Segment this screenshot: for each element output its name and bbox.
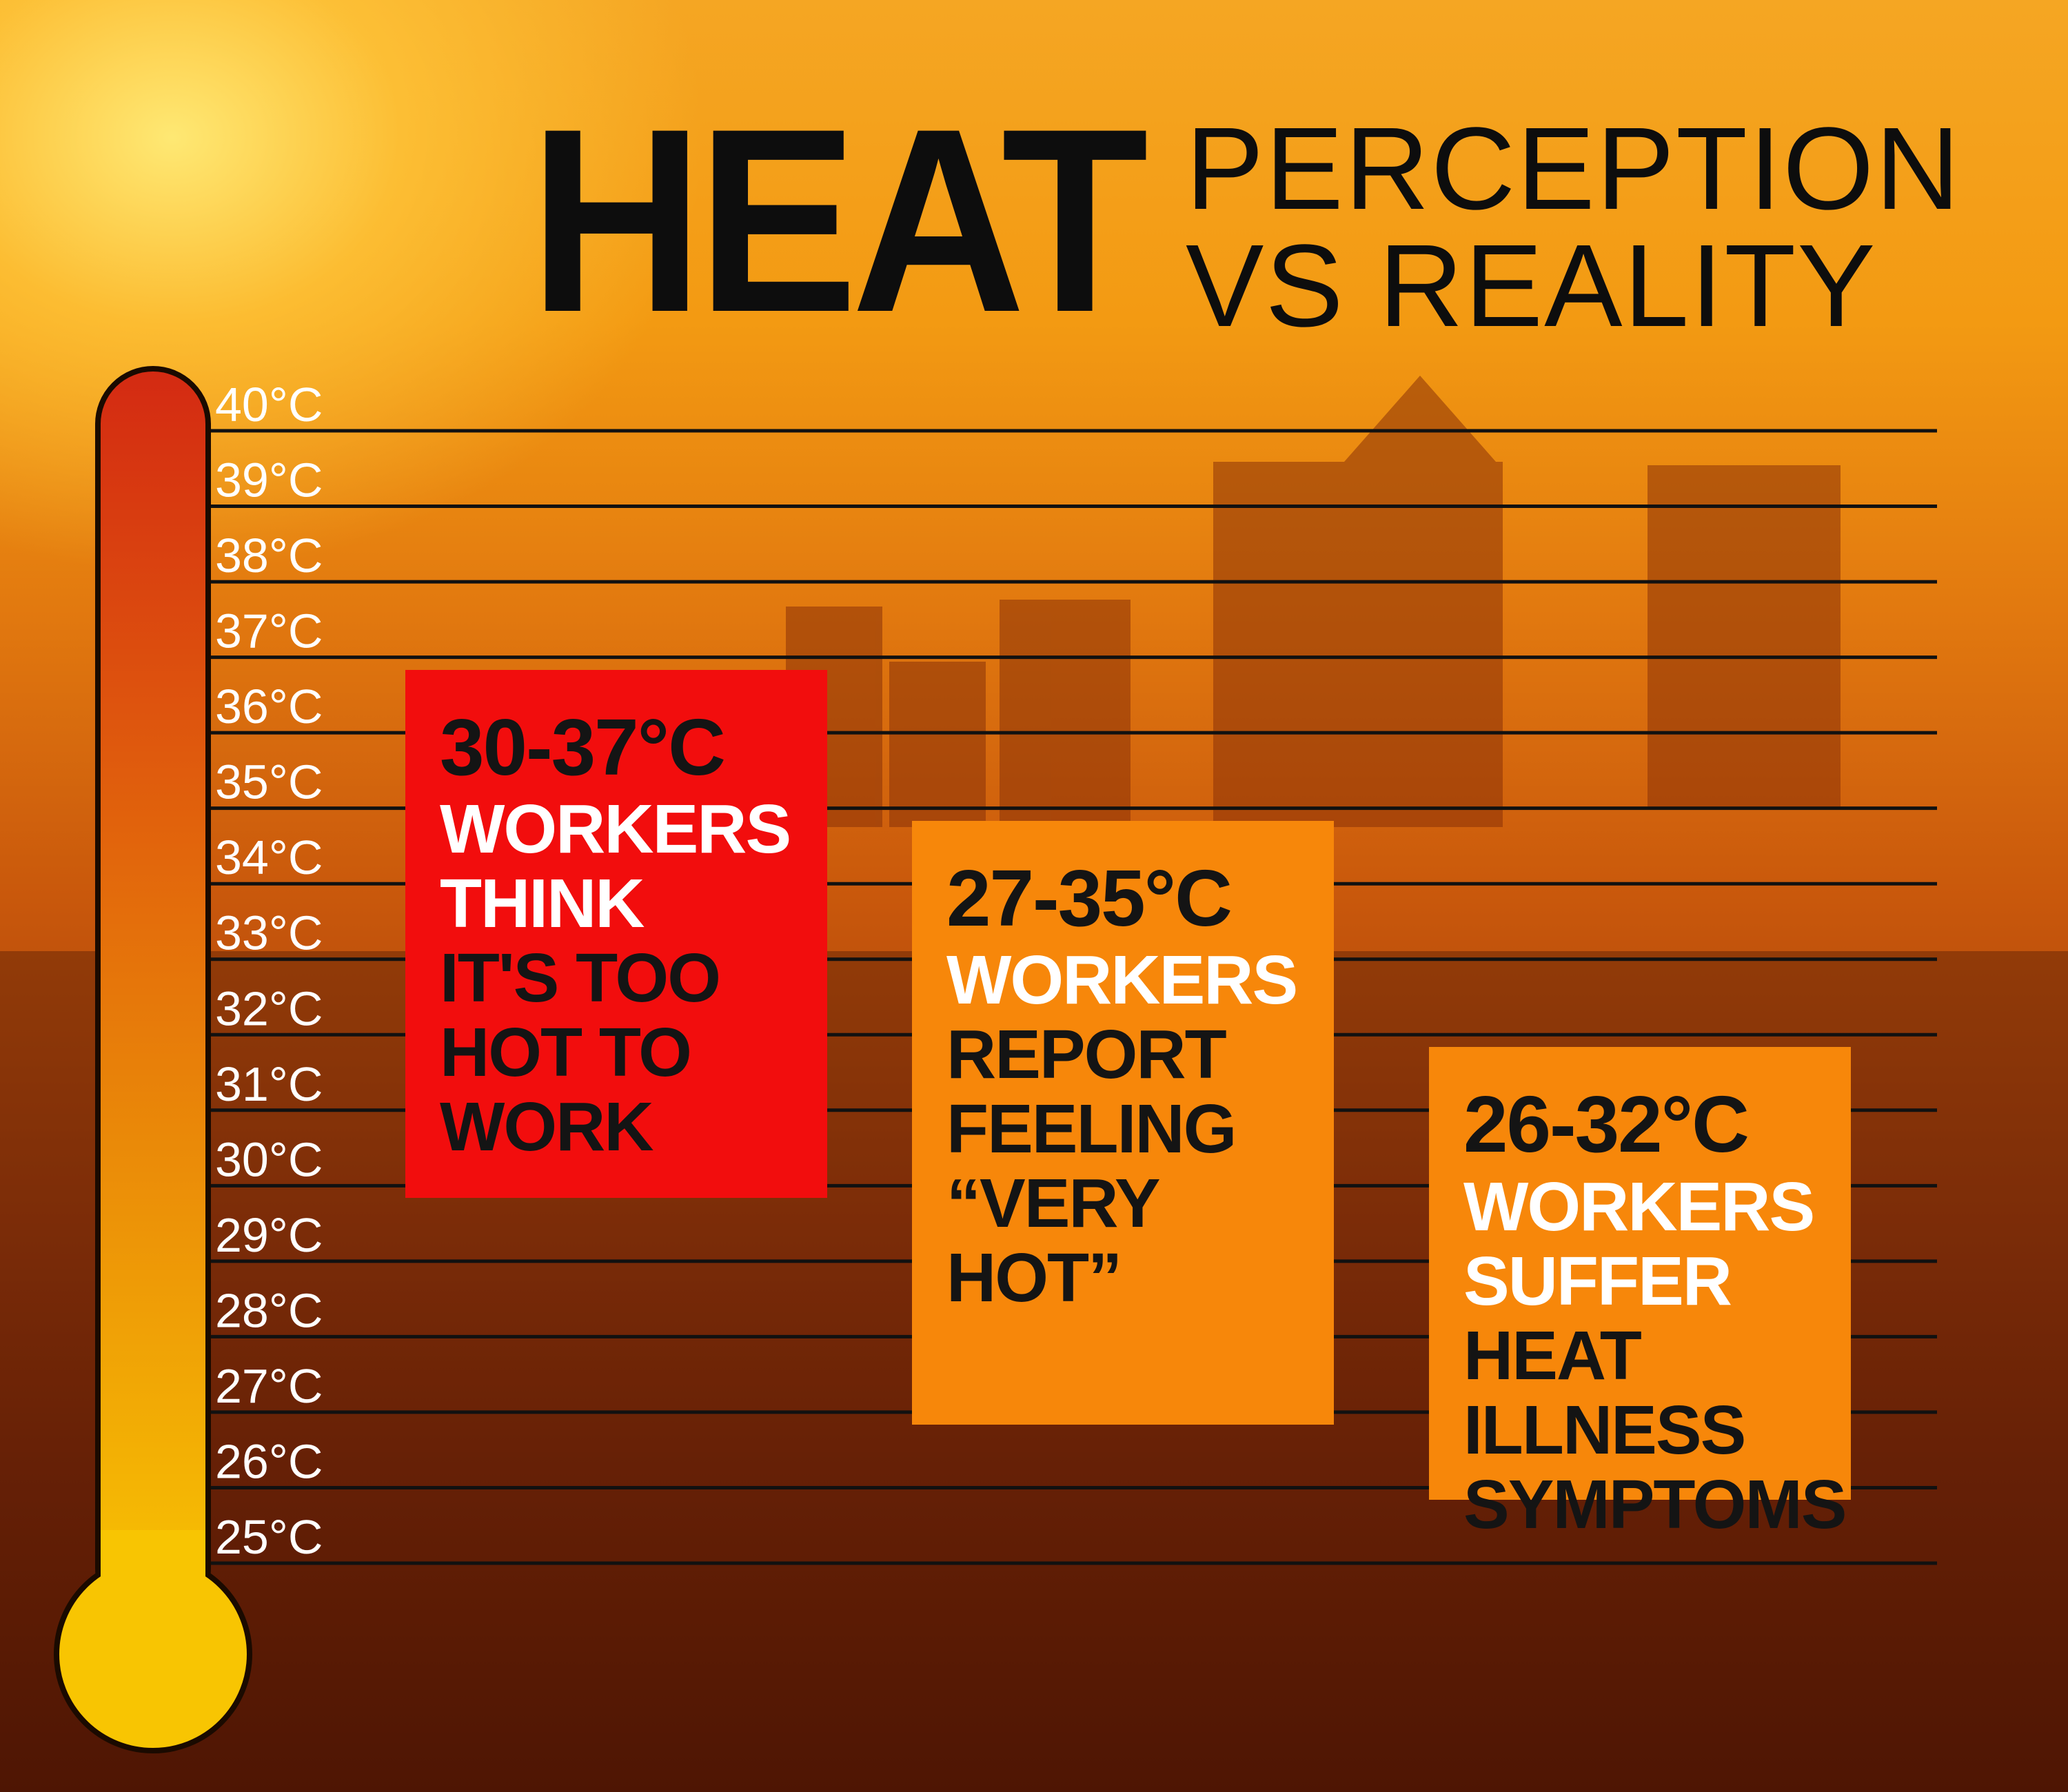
range-box-1: 30-37°C WORKERS THINK IT'S TOO HOT TO WORK — [405, 669, 827, 1199]
range-box-3: 26-32°C WORKERS SUFFER HEAT ILLNESS SYMPTO… — [1429, 1047, 1851, 1542]
thermometer-neck — [101, 1530, 205, 1613]
tick-label-28: 28°C — [215, 1283, 323, 1337]
tick-label-30: 30°C — [215, 1132, 323, 1186]
y-axis-tick-labels: 40°C 39°C 38°C 37°C 36°C 35°C 34°C 33°C 32°C 31°C… — [215, 378, 323, 1564]
tick-label-31: 31°C — [215, 1057, 323, 1111]
title-perception: PERCEPTION — [1186, 103, 1962, 234]
tick-label-32: 32°C — [215, 981, 323, 1035]
range-box-2: 27-35°C WORKERS REPORT FEELING “VERY HOT” — [912, 820, 1334, 1425]
tick-label-35: 35°C — [215, 755, 323, 809]
tick-label-29: 29°C — [215, 1208, 323, 1262]
range-description: HEAT ILLNESS SYMPTOMS — [1463, 1316, 1847, 1543]
range-description: REPORT FEELING “VERY HOT” — [946, 1015, 1237, 1316]
thermometer — [54, 366, 252, 1753]
range-label: 27-35°C — [946, 853, 1233, 943]
range-description: IT'S TOO HOT TO WORK — [440, 939, 721, 1165]
tick-label-38: 38°C — [215, 529, 323, 582]
tick-label-34: 34°C — [215, 831, 323, 884]
title-heat: HEAT — [529, 74, 1148, 367]
tick-label-39: 39°C — [215, 454, 323, 507]
range-lead-text: WORKERS SUFFER — [1463, 1168, 1815, 1320]
thermometer-tube — [95, 366, 211, 1626]
range-label: 30-37°C — [440, 702, 726, 792]
tick-label-36: 36°C — [215, 680, 323, 733]
range-label: 26-32°C — [1463, 1079, 1750, 1170]
tick-label-25: 25°C — [215, 1510, 323, 1564]
tick-label-37: 37°C — [215, 604, 323, 658]
title-vs-reality: VS REALITY — [1186, 221, 1877, 352]
range-lead-text: WORKERS — [946, 941, 1298, 1019]
range-lead-text: WORKERS THINK — [440, 790, 791, 942]
tick-label-26: 26°C — [215, 1434, 323, 1488]
tick-label-33: 33°C — [215, 906, 323, 960]
tick-label-40: 40°C — [215, 378, 323, 431]
tick-label-27: 27°C — [215, 1359, 323, 1413]
